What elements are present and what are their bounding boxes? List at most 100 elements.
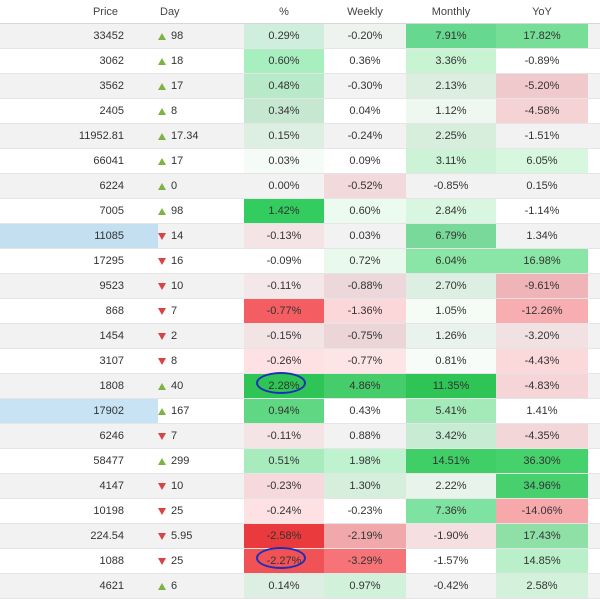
yoy-change-cell: -0.89% [496,49,588,73]
price-cell: 17902 [0,399,158,423]
yoy-change-cell: -3.20% [496,324,588,348]
column-header-day[interactable]: Day [160,5,180,18]
price-cell: 6246 [99,430,124,442]
monthly-change-cell: 0.81% [406,349,496,373]
weekly-change-cell: -0.52% [324,174,406,198]
yoy-change-cell: 17.82% [496,24,588,48]
column-header-yoy[interactable]: YoY [532,5,552,18]
day-change-cell: 10 [158,274,244,298]
yoy-change-cell: -12.26% [496,299,588,323]
day-change-cell: 8 [158,349,244,373]
table-row[interactable]: 33452 98 0.29% -0.20% 7.91% 17.82% [0,24,600,49]
arrow-up-icon [158,132,166,140]
monthly-change-cell: -0.85% [406,174,496,198]
weekly-change-cell: -3.29% [324,549,406,573]
table-row[interactable]: 6246 7 -0.11% 0.88% 3.42% -4.35% [0,424,600,449]
price-cell: 3107 [99,355,124,367]
table-row[interactable]: 3562 17 0.48% -0.30% 2.13% -5.20% [0,74,600,99]
weekly-change-cell: 0.60% [324,199,406,223]
table-row[interactable]: 4621 6 0.14% 0.97% -0.42% 2.58% [0,574,600,599]
day-change-cell: 7 [158,424,244,448]
arrow-up-icon [158,407,166,415]
day-change-cell: 8 [158,99,244,123]
price-cell: 11952.81 [78,130,124,142]
yoy-change-cell: 16.98% [496,249,588,273]
percent-change-cell: 0.34% [244,99,324,123]
column-header-percent[interactable]: % [279,5,289,18]
weekly-change-cell: 0.88% [324,424,406,448]
table-row[interactable]: 1088 25 -2.27% -3.29% -1.57% 14.85% [0,549,600,574]
table-row[interactable]: 66041 17 0.03% 0.09% 3.11% 6.05% [0,149,600,174]
percent-change-cell: -0.11% [244,274,324,298]
monthly-change-cell: 7.91% [406,24,496,48]
day-change-value: 40 [171,380,184,392]
weekly-change-cell: 0.72% [324,249,406,273]
monthly-change-cell: 5.41% [406,399,496,423]
percent-change-cell: -0.09% [244,249,324,273]
arrow-up-icon [158,107,166,115]
table-row[interactable]: 7005 98 1.42% 0.60% 2.84% -1.14% [0,199,600,224]
table-row[interactable]: 1454 2 -0.15% -0.75% 1.26% -3.20% [0,324,600,349]
weekly-change-cell: 0.04% [324,99,406,123]
day-change-cell: 25 [158,549,244,573]
table-row[interactable]: 4147 10 -0.23% 1.30% 2.22% 34.96% [0,474,600,499]
percent-change-cell: 0.15% [244,124,324,148]
monthly-change-cell: 2.13% [406,74,496,98]
percent-change-cell: 1.42% [244,199,324,223]
table-row[interactable]: 17295 16 -0.09% 0.72% 6.04% 16.98% [0,249,600,274]
table-row[interactable]: 868 7 -0.77% -1.36% 1.05% -12.26% [0,299,600,324]
day-change-cell: 10 [158,474,244,498]
weekly-change-cell: -0.20% [324,24,406,48]
day-change-value: 17 [171,155,184,167]
table-row[interactable]: 3107 8 -0.26% -0.77% 0.81% -4.43% [0,349,600,374]
yoy-change-cell: -1.14% [496,199,588,223]
day-change-value: 98 [171,205,184,217]
day-change-value: 7 [171,305,178,317]
day-change-value: 25 [171,505,184,517]
arrow-down-icon [158,357,166,365]
table-row[interactable]: 3062 18 0.60% 0.36% 3.36% -0.89% [0,49,600,74]
arrow-down-icon [158,282,166,290]
weekly-change-cell: 1.30% [324,474,406,498]
arrow-down-icon [158,532,166,540]
monthly-change-cell: 1.05% [406,299,496,323]
table-row[interactable]: 1808 40 2.28% 4.86% 11.35% -4.83% [0,374,600,399]
day-change-value: 17.34 [171,130,199,142]
yoy-change-cell: 1.41% [496,399,588,423]
column-header-price[interactable]: Price [92,5,118,18]
table-row[interactable]: 17902 167 0.94% 0.43% 5.41% 1.41% [0,399,600,424]
weekly-change-cell: 4.86% [324,374,406,398]
table-row[interactable]: 6224 0 0.00% -0.52% -0.85% 0.15% [0,174,600,199]
price-cell: 4621 [99,580,124,592]
column-header-monthly[interactable]: Monthly [431,5,471,18]
percent-change-cell: 0.14% [244,574,324,598]
day-change-value: 18 [171,55,184,67]
day-change-cell: 40 [158,374,244,398]
table-row[interactable]: 9523 10 -0.11% -0.88% 2.70% -9.61% [0,274,600,299]
weekly-change-cell: -0.23% [324,499,406,523]
price-cell: 7005 [99,205,124,217]
table-row[interactable]: 10198 25 -0.24% -0.23% 7.36% -14.06% [0,499,600,524]
table-row[interactable]: 11085 14 -0.13% 0.03% 6.79% 1.34% [0,224,600,249]
column-header-weekly[interactable]: Weekly [347,5,383,18]
arrow-down-icon [158,432,166,440]
price-cell: 17295 [93,255,124,267]
weekly-change-cell: -0.77% [324,349,406,373]
day-change-value: 17 [171,80,184,92]
table-row[interactable]: 11952.81 17.34 0.15% -0.24% 2.25% -1.51% [0,124,600,149]
table-row[interactable]: 224.54 5.95 -2.58% -2.19% -1.90% 17.43% [0,524,600,549]
day-change-value: 14 [171,230,184,242]
yoy-change-cell: 0.15% [496,174,588,198]
day-change-cell: 299 [158,449,244,473]
arrow-up-icon [158,207,166,215]
table-row[interactable]: 2405 8 0.34% 0.04% 1.12% -4.58% [0,99,600,124]
monthly-change-cell: -1.57% [406,549,496,573]
percent-change-cell: 0.48% [244,74,324,98]
percent-change-cell: 0.00% [244,174,324,198]
price-cell: 9523 [99,280,124,292]
yoy-change-cell: -4.83% [496,374,588,398]
table-row[interactable]: 58477 299 0.51% 1.98% 14.51% 36.30% [0,449,600,474]
arrow-down-icon [158,557,166,565]
percent-change-cell: -0.11% [244,424,324,448]
